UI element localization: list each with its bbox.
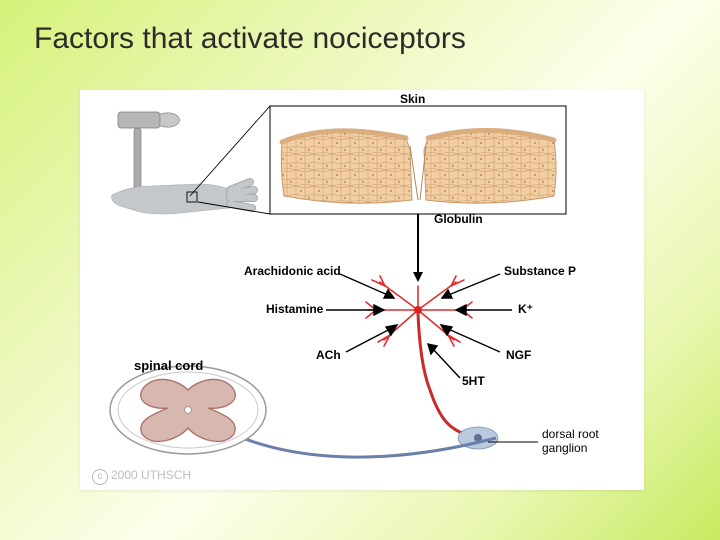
ach-label: ACh — [316, 348, 341, 362]
skin-tissue-icon — [281, 129, 556, 203]
histamine-label: Histamine — [266, 302, 323, 316]
figure-card: Skin Globulin Arachidonic acid Substance… — [80, 90, 644, 490]
copyright-c-icon: c — [92, 469, 108, 485]
substancep-label: Substance P — [504, 264, 576, 278]
drg-label: dorsal root ganglion — [542, 428, 599, 456]
globulin-arrow-icon — [413, 214, 423, 282]
page-title: Factors that activate nociceptors — [34, 22, 466, 56]
fiveht-label: 5HT — [462, 374, 485, 388]
arachidonic-label: Arachidonic acid — [244, 264, 341, 278]
globulin-label: Globulin — [434, 212, 483, 226]
ngf-label: NGF — [506, 348, 531, 362]
copyright-text: c2000 UTHSCH — [92, 468, 191, 485]
hand-icon — [112, 182, 254, 214]
skin-label: Skin — [400, 92, 425, 106]
spinal-cord-icon — [110, 366, 266, 454]
kplus-label: K⁺ — [518, 302, 533, 316]
spinal-cord-label: spinal cord — [134, 358, 203, 373]
